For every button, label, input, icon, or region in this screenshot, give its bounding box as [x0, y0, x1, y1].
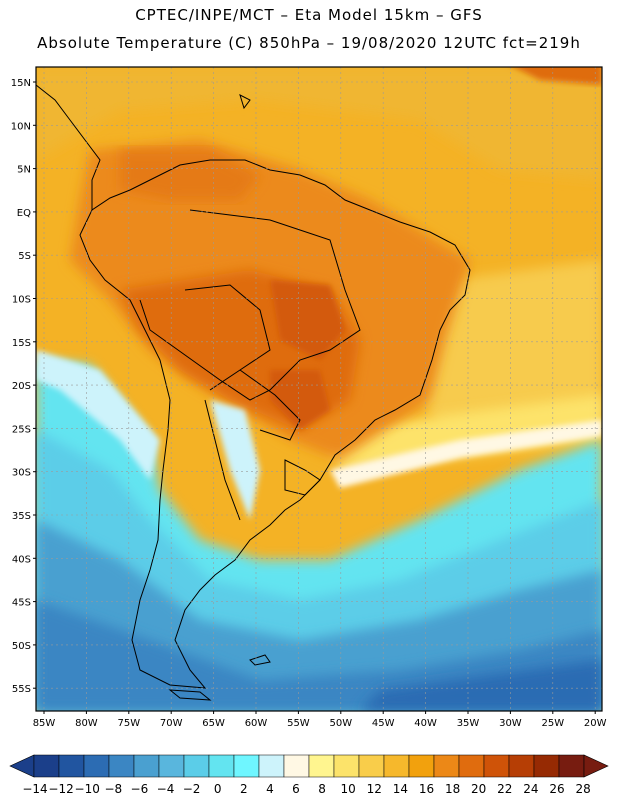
caribbean-island	[239, 94, 251, 110]
colorbar-cell	[533, 754, 560, 778]
colorbar-left-arrow-icon	[9, 754, 35, 778]
colorbar-label: −4	[157, 782, 175, 796]
lat-label: 35S	[12, 511, 31, 522]
colorbar-cell	[308, 754, 335, 778]
lat-label: EQ	[17, 208, 31, 219]
lat-label: 15S	[12, 338, 31, 349]
colorbar-label: 6	[292, 782, 300, 796]
lat-label: 5N	[17, 165, 31, 176]
paraguay-border	[239, 369, 301, 441]
colorbar-label: 12	[367, 782, 382, 796]
colorbar-labels: −14 −12 −10 −8 −6 −4 −2 0 2 4 6 8 10 12 14 16 18 20 22 24 26…	[22, 782, 590, 796]
lon-label: 20W	[584, 718, 607, 729]
colorbar-label: 18	[445, 782, 460, 796]
colorbar-cell	[33, 754, 60, 778]
colorbar-cell	[483, 754, 510, 778]
lon-label: 75W	[117, 718, 140, 729]
colorbar-cell	[183, 754, 210, 778]
lat-label: 30S	[12, 468, 31, 479]
colorbar-cell	[158, 754, 185, 778]
chart-title: CPTEC/INPE/MCT – Eta Model 15km – GFS	[135, 6, 483, 24]
colorbar-label: −10	[75, 782, 100, 796]
lat-label: 55S	[12, 684, 31, 695]
lon-label: 60W	[245, 718, 268, 729]
colorbar-cell	[258, 754, 285, 778]
colorbar-cell	[358, 754, 385, 778]
colorbar-cell	[83, 754, 110, 778]
colorbar-label: 28	[575, 782, 590, 796]
colorbar-cells	[33, 754, 585, 778]
colorbar-label: 8	[318, 782, 326, 796]
colorbar-label: 20	[471, 782, 486, 796]
colorbar-label: 4	[266, 782, 274, 796]
lat-label: 50S	[12, 641, 31, 652]
colorbar-label: −14	[22, 782, 47, 796]
colorbar-label: 24	[523, 782, 538, 796]
colorbar-label: −12	[48, 782, 73, 796]
colorbar-cell	[408, 754, 435, 778]
colorbar-cell	[508, 754, 535, 778]
tierra-del-fuego	[168, 689, 212, 701]
argentina-border	[204, 399, 241, 521]
lat-label: 20S	[12, 381, 31, 392]
colorbar-cell	[283, 754, 310, 778]
uruguay-border	[284, 459, 321, 496]
lon-label: 40W	[414, 718, 437, 729]
colorbar-label: −2	[183, 782, 201, 796]
lat-label: 10S	[12, 295, 31, 306]
coastline-borders	[36, 84, 471, 701]
colorbar-cell	[58, 754, 85, 778]
colorbar-cell	[433, 754, 460, 778]
colorbar-label: 26	[549, 782, 564, 796]
colorbar-label: 2	[240, 782, 248, 796]
bolivia-border	[184, 284, 271, 391]
lon-label: 80W	[75, 718, 98, 729]
latitude-labels: 15N 10N 5N EQ 5S 10S 15S 20S 25S 30S 35S 40S 45S 50S 5…	[11, 78, 36, 695]
colorbar-cell	[558, 754, 585, 778]
colorbar-cell	[383, 754, 410, 778]
lat-label: 45S	[12, 598, 31, 609]
colorbar-cell	[458, 754, 485, 778]
colorbar-label: −8	[104, 782, 122, 796]
lon-label: 30W	[499, 718, 522, 729]
colorbar-label: 14	[393, 782, 408, 796]
temperature-field	[36, 67, 602, 711]
colorbar-cell	[133, 754, 160, 778]
lon-label: 50W	[329, 718, 352, 729]
falklands	[249, 654, 271, 666]
central-america-coastline	[36, 84, 101, 210]
colorbar-label: 16	[419, 782, 434, 796]
lon-label: 70W	[160, 718, 183, 729]
lon-label: 55W	[287, 718, 310, 729]
colorbar: −14 −12 −10 −8 −6 −4 −2 0 2 4 6 8 10 12 14 16 18 20 22 24 26…	[9, 754, 609, 796]
colorbar-label: −6	[131, 782, 149, 796]
lon-label: 85W	[33, 718, 56, 729]
lon-label: 35W	[457, 718, 480, 729]
lon-label: 65W	[202, 718, 225, 729]
brazil-border	[139, 209, 361, 401]
lon-label: 45W	[372, 718, 395, 729]
map-grid	[36, 67, 602, 711]
lon-label: 25W	[541, 718, 564, 729]
colorbar-cell	[108, 754, 135, 778]
chart-subtitle: Absolute Temperature (C) 850hPa – 19/08/…	[37, 34, 581, 52]
colorbar-cell	[333, 754, 360, 778]
longitude-labels: 85W 80W 75W 70W 65W 60W 55W 50W 45W 40W 35W 30W 25W 2…	[33, 711, 607, 729]
lat-label: 25S	[12, 424, 31, 435]
lat-label: 10N	[11, 121, 31, 132]
colorbar-cell	[208, 754, 235, 778]
colorbar-cell	[233, 754, 260, 778]
map-frame	[35, 66, 603, 712]
south-america-coastline	[79, 159, 471, 689]
colorbar-label: 0	[214, 782, 222, 796]
lat-label: 5S	[18, 251, 31, 262]
colorbar-right-arrow-icon	[583, 754, 609, 778]
lat-label: 40S	[12, 554, 31, 565]
colorbar-label: 22	[497, 782, 512, 796]
lat-label: 15N	[11, 78, 31, 89]
colorbar-label: 10	[341, 782, 356, 796]
